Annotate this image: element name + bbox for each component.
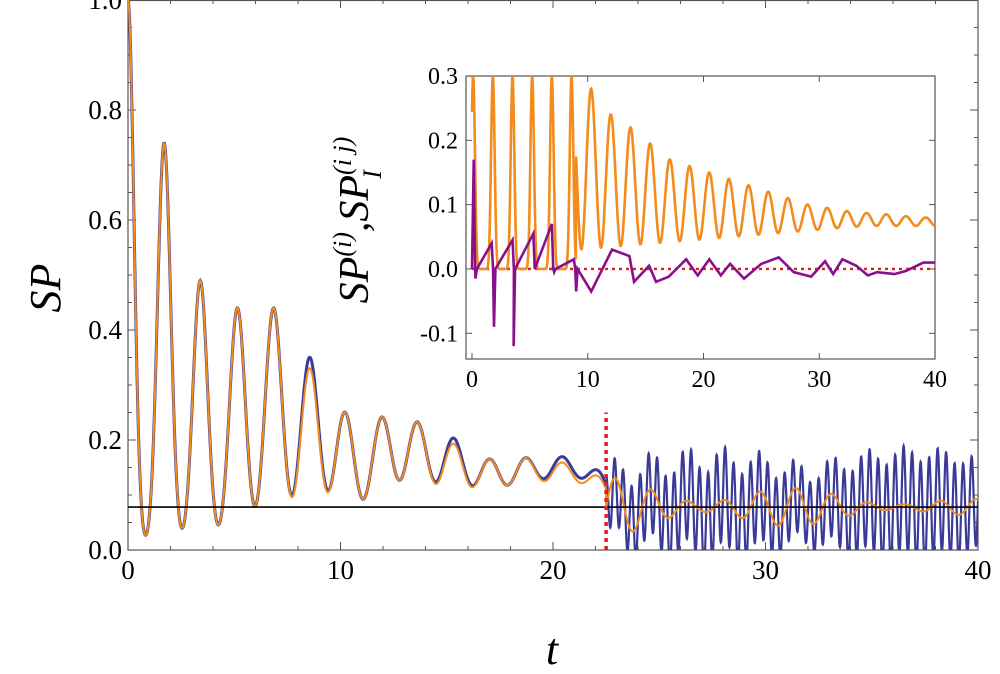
- main-x-tick-label: 0: [121, 555, 135, 585]
- inset-x-tick-label: 30: [807, 367, 831, 393]
- inset-x-tick-label: 20: [692, 367, 716, 393]
- main-y-tick-label: 0.8: [88, 95, 122, 125]
- inset-plot-frame: [465, 75, 936, 360]
- inset-y-tick-label: 0.0: [428, 257, 458, 283]
- inset-x-tick-label: 10: [576, 367, 600, 393]
- main-x-tick-label: 20: [540, 555, 567, 585]
- inset-tick-marks: [466, 75, 936, 359]
- inset-y-tick-labels: -0.1 0.0 0.1 0.2 0.3: [420, 64, 458, 347]
- main-y-tick-label: 1.0: [88, 0, 122, 15]
- main-x-tick-label: 10: [327, 555, 354, 585]
- inset-y-axis-title: SP(i),SP(i j)I: [328, 137, 387, 304]
- main-y-axis-title: SP: [21, 264, 70, 313]
- inset-x-tick-label: 0: [466, 367, 478, 393]
- inset-chart: 0 10 20 30 40 -0.1 0.0 0.1 0.2 0.3 SP(i),SP(i j)…: [328, 64, 947, 393]
- svg-text:SP(i),SP(i j)I: SP(i),SP(i j)I: [328, 137, 387, 304]
- main-chart: 0 10 20 30 40 0.0 0.2 0.4 0.6 0.8 1.0 t SP: [21, 0, 992, 674]
- inset-x-tick-label: 40: [923, 367, 947, 393]
- inset-background: [466, 76, 935, 359]
- main-y-tick-label: 0.4: [88, 315, 122, 345]
- main-y-tick-label: 0.6: [88, 205, 122, 235]
- main-series-blue-band: [605, 442, 978, 550]
- main-y-tick-label: 0.0: [88, 535, 122, 565]
- main-y-tick-label: 0.2: [88, 425, 122, 455]
- main-x-tick-label: 40: [965, 555, 992, 585]
- inset-y-tick-label: 0.3: [428, 64, 458, 90]
- inset-x-tick-labels: 0 10 20 30 40: [466, 367, 947, 393]
- main-x-tick-label: 30: [752, 555, 779, 585]
- main-x-tick-labels: 0 10 20 30 40: [121, 555, 991, 585]
- main-series-orange-line: [128, 0, 978, 537]
- inset-y-tick-label: 0.1: [428, 193, 458, 219]
- main-x-axis-title: t: [546, 625, 560, 674]
- inset-series-orange-line: [470, 76, 935, 271]
- inset-series-purple-line: [470, 159, 935, 347]
- inset-y-tick-label: -0.1: [420, 321, 458, 347]
- main-y-tick-labels: 0.0 0.2 0.4 0.6 0.8 1.0: [88, 0, 122, 565]
- inset-y-tick-label: 0.2: [428, 128, 458, 154]
